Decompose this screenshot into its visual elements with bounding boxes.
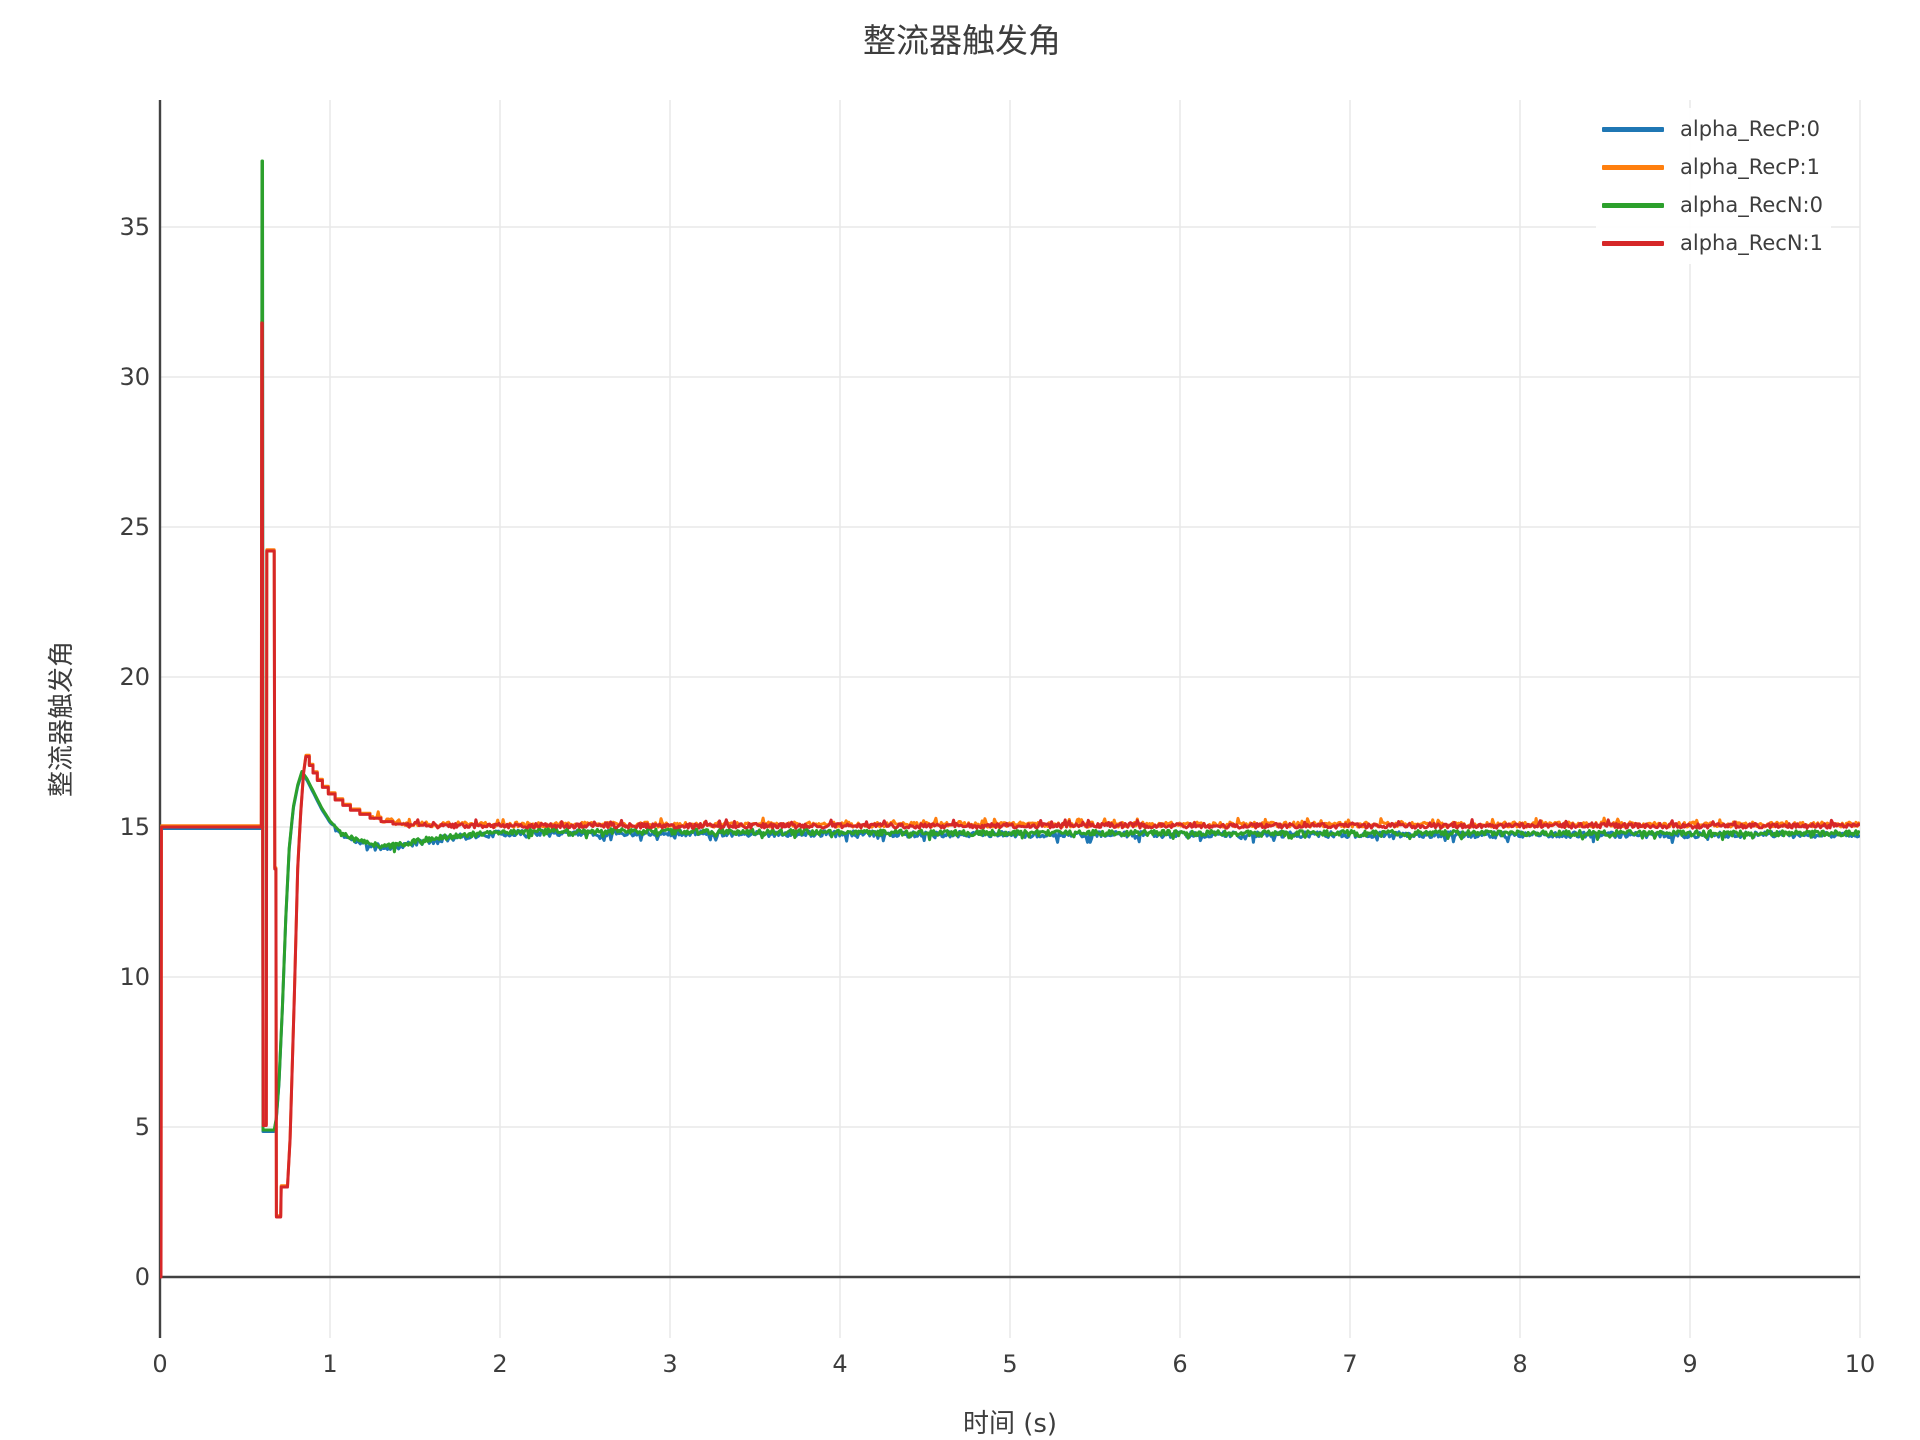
y-tick-label: 10: [119, 963, 150, 991]
chart-title: 整流器触发角: [863, 21, 1061, 60]
y-tick-label: 5: [135, 1113, 150, 1141]
x-tick-label: 4: [832, 1350, 847, 1378]
y-tick-label: 35: [119, 213, 150, 241]
y-axis-title: 整流器触发角: [47, 641, 77, 797]
legend-line-sample: [1602, 202, 1664, 208]
y-tick-label: 20: [119, 663, 150, 691]
x-axis-title: 时间 (s): [963, 1409, 1057, 1439]
y-tick-label: 25: [119, 513, 150, 541]
legend-item-label: alpha_RecP:0: [1680, 117, 1820, 141]
x-tick-label: 1: [322, 1350, 337, 1378]
x-tick-label: 7: [1342, 1350, 1357, 1378]
legend-item-alpha-recp-0[interactable]: alpha_RecP:0: [1602, 110, 1823, 148]
x-tick-label: 3: [662, 1350, 677, 1378]
y-tick-label: 30: [119, 363, 150, 391]
legend-item-label: alpha_RecP:1: [1680, 155, 1820, 179]
legend-line-sample: [1602, 240, 1664, 246]
legend-line-sample: [1602, 164, 1664, 170]
x-tick-label: 9: [1682, 1350, 1697, 1378]
y-tick-label: 15: [119, 813, 150, 841]
x-tick-label: 2: [492, 1350, 507, 1378]
x-tick-label: 10: [1845, 1350, 1876, 1378]
legend-item-label: alpha_RecN:1: [1680, 231, 1823, 255]
legend-item-label: alpha_RecN:0: [1680, 193, 1823, 217]
series-line-alpha_RecN:0: [160, 159, 1860, 1132]
legend-item-alpha-recp-1[interactable]: alpha_RecP:1: [1602, 148, 1823, 186]
legend-item-alpha-recn-0[interactable]: alpha_RecN:0: [1602, 186, 1823, 224]
series-line-alpha_RecN:1: [160, 321, 1860, 1279]
x-tick-label: 5: [1002, 1350, 1017, 1378]
x-tick-label: 0: [152, 1350, 167, 1378]
legend-item-alpha-recn-1[interactable]: alpha_RecN:1: [1602, 224, 1823, 262]
legend: alpha_RecP:0 alpha_RecP:1 alpha_RecN:0 a…: [1596, 108, 1831, 264]
y-tick-label: 0: [135, 1263, 150, 1291]
x-tick-label: 6: [1172, 1350, 1187, 1378]
legend-line-sample: [1602, 126, 1664, 132]
x-tick-label: 8: [1512, 1350, 1527, 1378]
series-group: [160, 159, 1860, 1279]
